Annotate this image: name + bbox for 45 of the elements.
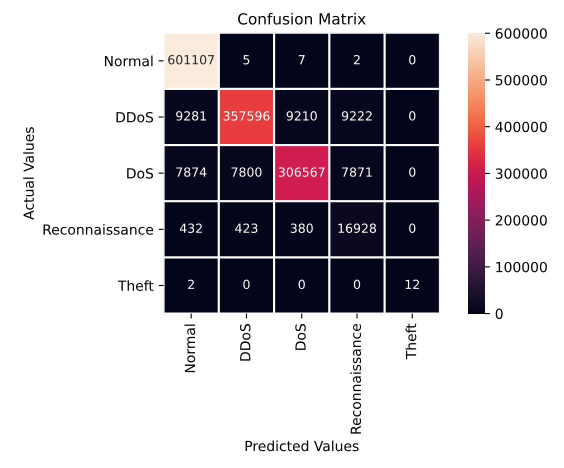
color-bar-label: 300000 <box>496 168 547 179</box>
data-label: 16928 <box>338 223 376 233</box>
data-label: 0 <box>409 111 416 121</box>
color-bar-label: 500000 <box>496 74 547 86</box>
data-label: 357596 <box>224 111 270 121</box>
data-label: 9222 <box>342 111 372 121</box>
y-axis-title: Actual Values <box>23 127 34 220</box>
y-tick-label: DoS <box>127 168 154 179</box>
data-label: 12 <box>406 280 419 289</box>
y-tick-label: DDoS <box>116 112 154 122</box>
data-label: 9281 <box>176 111 206 121</box>
data-label: 0 <box>409 55 416 64</box>
data-label: 7 <box>298 55 305 64</box>
color-bar-label: 0 <box>496 308 503 320</box>
data-label: 5 <box>243 55 250 64</box>
data-label: 9210 <box>286 111 317 121</box>
data-label: 2 <box>188 280 194 289</box>
color-bar-label: 200000 <box>496 215 547 226</box>
data-label: 601107 <box>168 55 214 64</box>
x-axis-title: Predicted Values <box>246 440 359 452</box>
data-label: 0 <box>354 280 360 290</box>
data-label: 0 <box>409 223 416 233</box>
data-label: 306567 <box>278 167 325 177</box>
data-label: 2 <box>354 55 360 64</box>
x-tick-label: Normal <box>184 324 196 372</box>
data-label: 0 <box>298 280 305 290</box>
y-tick-label: Theft <box>118 280 154 291</box>
data-label: 0 <box>243 280 250 290</box>
x-tick-label: DDoS <box>240 324 250 361</box>
x-tick-label: Reconnaissance <box>350 324 362 434</box>
chart-title: Confusion Matrix <box>238 12 366 25</box>
data-label: 432 <box>180 223 202 233</box>
data-label: 423 <box>235 223 258 233</box>
data-label: 0 <box>409 167 416 177</box>
color-bar-label: 100000 <box>496 262 547 272</box>
x-tick-label: DoS <box>295 324 306 350</box>
data-label: 380 <box>290 223 313 233</box>
y-tick-label: Reconnaissance <box>44 224 154 235</box>
x-tick-label: Theft <box>406 324 416 360</box>
color-bar-label: 600000 <box>496 28 547 39</box>
data-label: 7800 <box>232 167 262 177</box>
color-bar-label: 400000 <box>495 122 547 132</box>
data-label: 7871 <box>342 167 372 177</box>
y-tick-label: Normal <box>104 56 153 66</box>
data-label: 7874 <box>176 167 206 177</box>
